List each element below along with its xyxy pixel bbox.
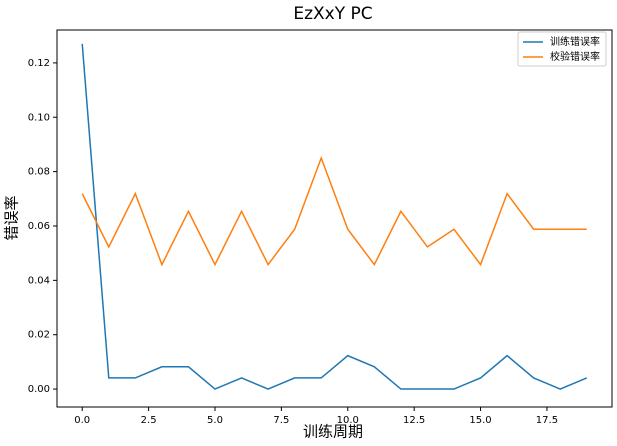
plot-frame bbox=[56, 29, 613, 408]
y-tick-label: 0.08 bbox=[28, 167, 50, 178]
x-tick-label: 7.5 bbox=[273, 415, 289, 426]
x-axis-label: 训练周期 bbox=[303, 423, 363, 441]
legend-label: 训练错误率 bbox=[550, 35, 600, 48]
series-line bbox=[81, 155, 587, 267]
x-tick-label: 5.0 bbox=[207, 415, 223, 426]
x-tick-label: 15.0 bbox=[469, 415, 491, 426]
y-tick-label: 0.06 bbox=[28, 221, 50, 232]
y-tick-label: 0.10 bbox=[28, 112, 50, 123]
y-tick-label: 0.04 bbox=[28, 275, 50, 286]
x-tick-label: 0.0 bbox=[74, 415, 90, 426]
x-tick-label: 10.0 bbox=[337, 415, 359, 426]
series-line bbox=[81, 43, 588, 390]
x-tick-label: 17.5 bbox=[536, 415, 558, 426]
y-axis-label: 错误率 bbox=[3, 195, 21, 240]
x-tick-label: 12.5 bbox=[403, 415, 425, 426]
y-tick-label: 0.12 bbox=[28, 58, 50, 69]
x-tick-label: 2.5 bbox=[141, 415, 157, 426]
chart-title: EzXxY PC bbox=[293, 4, 372, 24]
y-tick-label: 0.02 bbox=[28, 330, 50, 341]
legend-label: 校验错误率 bbox=[550, 50, 600, 63]
y-tick-label: 0.00 bbox=[28, 384, 50, 395]
